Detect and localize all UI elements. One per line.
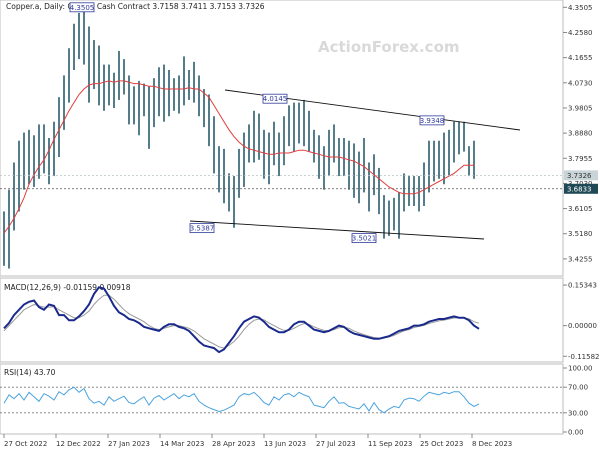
price-annotations: 4.3505 4.0145 3.9348 3.5387 3.5021 [69,2,445,243]
rsi-y-tick-label: 0.00 [568,429,584,437]
price-y-ticks: 4.3505 4.2580 4.1655 4.0730 3.9805 3.8880 3.79… [563,4,593,263]
lower-trend-line [189,220,485,240]
price-annotation-box [189,223,215,234]
price-annotation-box [419,115,445,126]
price-annotation-box [262,93,288,104]
price-annotation-label: 3.5387 [190,225,215,233]
price-panel-title: Copper.a, Daily: Copper Cash Contract 3.… [6,2,265,11]
price-annotation-label: 4.3505 [70,4,95,12]
x-tick-label: 28 Apr 2023 [212,440,255,448]
current-price-tag [564,170,598,181]
price-y-tick-label: 3.5180 [568,230,593,238]
price-annotation-label: 3.9348 [420,117,445,125]
rsi-line [3,386,480,414]
x-tick-label: 27 Oct 2022 [4,440,47,448]
x-tick-label: 13 Jun 2023 [264,440,306,448]
macd-panel: MACD(12,26,9) -0.01159 0.00918 0.153430.… [0,277,599,363]
x-tick-label: 14 Mar 2023 [160,440,204,448]
price-ema-line [3,80,474,234]
rsi-y-tick-label: 100.00 [568,365,593,373]
price-y-tick-label: 3.8880 [568,130,593,138]
price-annotation-label: 3.5021 [352,235,377,243]
x-tick-label: 27 Jul 2023 [316,440,356,448]
watermark: ActionForex.com [318,38,460,56]
price-tags: 3.7326 3.6833 [564,170,598,194]
rsi-series-line [3,386,480,414]
price-y-tick-label: 4.3505 [568,4,593,12]
macd-lines [3,286,480,354]
price-annotation-box [351,233,377,243]
rsi-panel-title: RSI(14) 43.70 [4,368,56,377]
level-price-tag [564,183,598,194]
price-y-tick-label: 3.6105 [568,205,593,213]
x-tick-label: 27 Jan 2023 [108,440,150,448]
macd-y-ticks: 0.15343 0.00000 -0.11582 [563,282,599,361]
rsi-panel: RSI(14) 43.70 100.00 70.00 30.00 0.00 [0,363,593,437]
price-level-lines [0,174,563,190]
price-annotation-label: 4.0145 [263,95,288,103]
price-y-tick-label: 4.1655 [568,54,593,62]
rsi-y-ticks: 100.00 70.00 30.00 0.00 [563,365,593,437]
price-y-tick-label: 3.9805 [568,104,593,112]
rsi-y-tick-label: 30.00 [568,409,588,417]
ema-line [3,80,474,234]
price-y-tick-label: 3.7955 [568,155,593,163]
price-y-tick-label: 3.4255 [568,255,593,263]
rsi-plot-frame [0,363,564,435]
x-tick-label: 8 Dec 2023 [472,440,512,448]
price-panel: ActionForex.com Copper.a, Daily: Copper … [0,0,598,277]
macd-main-line [3,286,480,354]
price-annotation-box [69,2,95,13]
price-y-tick-label: 4.0730 [568,79,593,87]
rsi-y-tick-label: 70.00 [568,384,588,392]
rsi-level-lines [0,386,563,414]
price-y-tick-label: 4.2580 [568,29,593,37]
macd-y-tick-label: 0.00000 [568,322,597,330]
macd-y-tick-label: 0.15343 [568,282,597,290]
macd-y-tick-label: -0.11582 [568,353,599,361]
x-tick-label: 12 Dec 2022 [56,440,101,448]
price-tag-label: 3.6833 [567,185,592,193]
macd-panel-title: MACD(12,26,9) -0.01159 0.00918 [4,283,131,292]
price-tag-label: 3.7326 [567,172,592,180]
x-tick-label: 25 Oct 2023 [420,440,463,448]
x-tick-label: 11 Sep 2023 [368,440,412,448]
macd-signal-line [3,294,480,349]
x-axis: 27 Oct 2022 12 Dec 2022 27 Jan 2023 14 Mar … [0,433,563,448]
